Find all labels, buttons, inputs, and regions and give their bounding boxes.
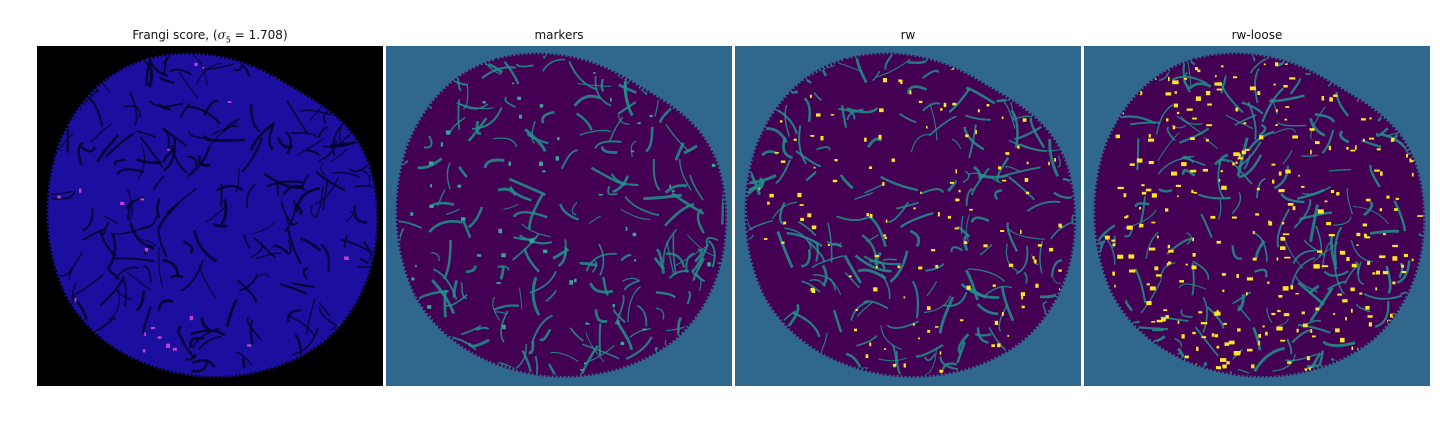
frangi-image bbox=[37, 46, 383, 386]
markers-title: markers bbox=[534, 28, 584, 42]
frangi-title: Frangi score, (σ5 = 1.708) bbox=[132, 28, 288, 45]
markers-image bbox=[386, 46, 732, 386]
rw-loose-image-panel bbox=[1084, 46, 1430, 386]
rw-title: rw bbox=[900, 28, 916, 42]
rw-image-panel bbox=[735, 46, 1081, 386]
rw-image bbox=[735, 46, 1081, 386]
rw-loose-title: rw-loose bbox=[1231, 28, 1283, 42]
markers-image-panel bbox=[386, 46, 732, 386]
frangi-image-panel bbox=[37, 46, 383, 386]
rw-loose-image bbox=[1084, 46, 1430, 386]
